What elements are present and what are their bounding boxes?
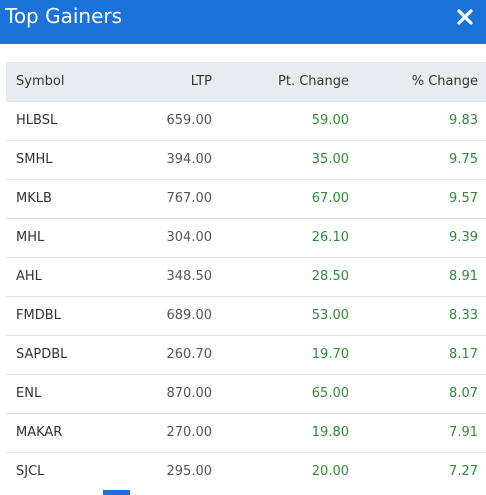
ltp-cell: 270.00	[166, 425, 213, 440]
pct-change-cell: 8.91	[449, 269, 478, 284]
close-icon	[457, 9, 473, 25]
pct-change-cell: 9.75	[449, 152, 478, 167]
pt-change-cell: 53.00	[311, 308, 349, 323]
table-row[interactable]: MKLB 767.00 67.00 9.57	[6, 179, 486, 218]
ltp-cell: 260.70	[166, 347, 213, 362]
table-row[interactable]: FMDBL 689.00 53.00 8.33	[6, 296, 486, 335]
pt-change-cell: 65.00	[311, 386, 349, 401]
symbol-cell: MHL	[16, 230, 45, 245]
ltp-cell: 348.50	[166, 269, 213, 284]
ltp-cell: 870.00	[166, 386, 213, 401]
table-row[interactable]: ENL 870.00 65.00 8.07	[6, 374, 486, 413]
column-header-symbol[interactable]: Symbol	[16, 73, 65, 89]
symbol-cell: SJCL	[16, 464, 45, 480]
close-button[interactable]	[454, 6, 476, 28]
pct-change-cell: 7.27	[449, 464, 478, 480]
table-row[interactable]: SAPDBL 260.70 19.70 8.17	[6, 335, 486, 374]
pt-change-cell: 19.70	[311, 347, 349, 362]
table-row[interactable]: SJCL 295.00 20.00 7.27	[6, 452, 486, 491]
table-row[interactable]: SMHL 394.00 35.00 9.75	[6, 140, 486, 179]
pct-change-cell: 9.39	[449, 230, 478, 245]
table-row[interactable]: MHL 304.00 26.10 9.39	[6, 218, 486, 257]
pct-change-cell: 9.57	[449, 191, 478, 206]
column-header-pct-change[interactable]: % Change	[411, 73, 478, 89]
table-row[interactable]: HLBSL 659.00 59.00 9.83	[6, 101, 486, 140]
column-header-ltp[interactable]: LTP	[190, 73, 212, 89]
table-row[interactable]: AHL 348.50 28.50 8.91	[6, 257, 486, 296]
pt-change-cell: 59.00	[311, 113, 349, 128]
pct-change-cell: 8.33	[449, 308, 478, 323]
symbol-cell: AHL	[16, 269, 42, 284]
pct-change-cell: 8.17	[449, 347, 478, 362]
gainers-table: Symbol LTP Pt. Change % Change HLBSL 659…	[6, 62, 486, 491]
pct-change-cell: 7.91	[449, 425, 478, 440]
symbol-cell: MKLB	[16, 191, 52, 206]
pct-change-cell: 9.83	[449, 113, 478, 128]
column-header-pt-change[interactable]: Pt. Change	[278, 73, 349, 89]
symbol-cell: MAKAR	[16, 425, 63, 440]
ltp-cell: 659.00	[166, 113, 213, 128]
symbol-cell: HLBSL	[16, 113, 58, 128]
pt-change-cell: 20.00	[311, 464, 349, 480]
pt-change-cell: 19.80	[311, 425, 349, 440]
pct-change-cell: 8.07	[449, 386, 478, 401]
pt-change-cell: 28.50	[311, 269, 349, 284]
pt-change-cell: 26.10	[311, 230, 349, 245]
symbol-cell: SAPDBL	[16, 347, 68, 362]
scroll-indicator[interactable]	[103, 490, 130, 495]
ltp-cell: 767.00	[166, 191, 213, 206]
ltp-cell: 689.00	[166, 308, 213, 323]
pt-change-cell: 67.00	[311, 191, 349, 206]
table-row[interactable]: MAKAR 270.00 19.80 7.91	[6, 413, 486, 452]
ltp-cell: 295.00	[166, 464, 213, 480]
symbol-cell: SMHL	[16, 152, 53, 167]
symbol-cell: FMDBL	[16, 308, 61, 323]
pt-change-cell: 35.00	[311, 152, 349, 167]
ltp-cell: 394.00	[166, 152, 213, 167]
modal-title: Top Gainers	[5, 4, 123, 28]
symbol-cell: ENL	[16, 386, 42, 401]
modal-header: Top Gainers	[0, 0, 486, 44]
gainers-table-container: Symbol LTP Pt. Change % Change HLBSL 659…	[6, 62, 486, 491]
table-header-row: Symbol LTP Pt. Change % Change	[6, 62, 486, 101]
ltp-cell: 304.00	[166, 230, 213, 245]
